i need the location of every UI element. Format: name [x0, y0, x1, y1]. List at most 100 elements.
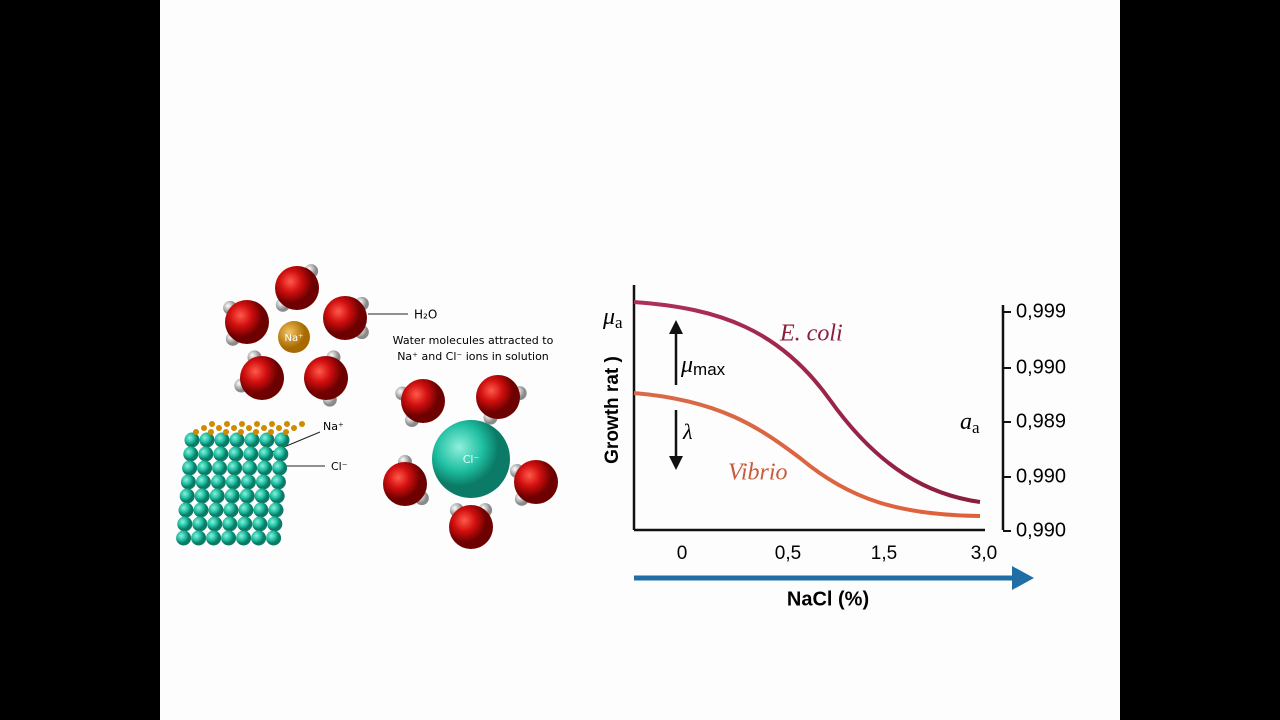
- series-label: E. coli: [779, 321, 843, 347]
- slide: [160, 0, 1120, 720]
- atom: [244, 432, 260, 448]
- ecoli-curve: [633, 300, 981, 504]
- sodium-ion: [278, 321, 310, 353]
- atom: [201, 425, 207, 431]
- chloride-ion-label: Cl⁻: [331, 460, 348, 473]
- right-tick-label: 0,990: [1016, 465, 1066, 487]
- oxygen: [449, 505, 493, 549]
- atom: [224, 488, 240, 504]
- oxygen: [240, 356, 284, 400]
- right-tick-label: 0,990: [1016, 519, 1066, 541]
- atom: [269, 488, 285, 504]
- atom: [283, 429, 289, 435]
- atom: [209, 488, 225, 504]
- atom: [183, 446, 199, 462]
- atom: [253, 429, 259, 435]
- atom: [208, 502, 224, 518]
- atom: [177, 516, 193, 532]
- atom: [268, 429, 274, 435]
- atom: [246, 425, 252, 431]
- atom: [240, 474, 256, 490]
- atom: [192, 516, 208, 532]
- atom: [197, 460, 213, 476]
- arrowhead: [669, 320, 683, 334]
- oxygen: [225, 300, 269, 344]
- atom: [191, 530, 207, 546]
- x-tick-label: 1,5: [871, 543, 897, 564]
- atom: [178, 502, 194, 518]
- atom: [258, 446, 274, 462]
- atom: [193, 502, 209, 518]
- right-tick-label: 0,999: [1016, 300, 1066, 322]
- atom: [199, 432, 215, 448]
- crystal: [176, 421, 305, 546]
- x-tick-label: 0: [677, 543, 688, 564]
- caption: Na⁺ and Cl⁻ ions in solution: [397, 350, 549, 363]
- atom: [213, 446, 229, 462]
- atom: [180, 474, 196, 490]
- atom: [237, 516, 253, 532]
- atom: [182, 460, 198, 476]
- chart: μa Growth rat ) μmax λ E. coli Vibrio aa…: [602, 285, 1066, 610]
- sodium-label: Na⁺: [285, 333, 304, 344]
- mu-a: μa: [602, 304, 623, 332]
- atom: [223, 429, 229, 435]
- atom: [238, 429, 244, 435]
- atom: [207, 516, 223, 532]
- caption: Water molecules attracted to: [393, 334, 554, 347]
- atom: [193, 429, 199, 435]
- water-label: H₂O: [414, 308, 437, 322]
- atom: [214, 432, 230, 448]
- atom: [239, 421, 245, 427]
- oxygen: [401, 379, 445, 423]
- atom: [269, 421, 275, 427]
- atom: [210, 474, 226, 490]
- atom: [208, 429, 214, 435]
- atom: [243, 446, 259, 462]
- oxygen: [383, 462, 427, 506]
- atom: [273, 446, 289, 462]
- atom: [221, 530, 237, 546]
- atom: [222, 516, 238, 532]
- atom: [231, 425, 237, 431]
- oxygen: [323, 296, 367, 340]
- right-tick-label: 0,989: [1016, 410, 1066, 432]
- atom: [272, 460, 288, 476]
- atom: [198, 446, 214, 462]
- atom: [228, 446, 244, 462]
- atom: [255, 474, 271, 490]
- x-label: NaCl (%): [787, 588, 869, 610]
- mu-max: μmax: [680, 352, 726, 380]
- atom: [176, 530, 192, 546]
- atom: [194, 488, 210, 504]
- atom: [270, 474, 286, 490]
- atom: [236, 530, 252, 546]
- atom: [276, 425, 282, 431]
- atom: [195, 474, 211, 490]
- atom: [299, 421, 305, 427]
- sodium-ion-label: Na⁺: [323, 420, 344, 433]
- molecules: [223, 264, 558, 549]
- atom: [209, 421, 215, 427]
- arrowhead: [669, 456, 683, 470]
- atom: [259, 432, 275, 448]
- atom: [242, 460, 258, 476]
- vibrio-curve: [633, 391, 981, 518]
- atom: [251, 530, 267, 546]
- atom: [224, 421, 230, 427]
- atom: [212, 460, 228, 476]
- y-label: Growth rat ): [602, 356, 623, 464]
- atom: [179, 488, 195, 504]
- arrowhead: [1012, 566, 1034, 590]
- atom: [253, 502, 269, 518]
- atom: [238, 502, 254, 518]
- atom: [257, 460, 273, 476]
- atom: [254, 421, 260, 427]
- atom: [223, 502, 239, 518]
- right-tick-label: 0,990: [1016, 356, 1066, 378]
- atom: [261, 425, 267, 431]
- atom: [268, 502, 284, 518]
- oxygen: [476, 375, 520, 419]
- atom: [206, 530, 222, 546]
